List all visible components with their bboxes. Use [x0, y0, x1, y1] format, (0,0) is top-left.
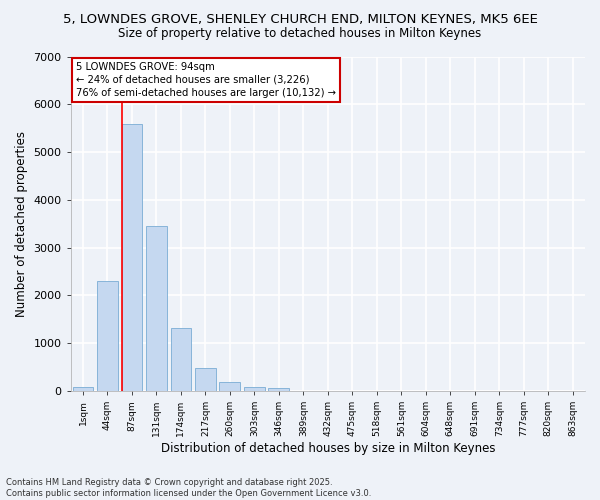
- Bar: [170, 328, 191, 391]
- Bar: [122, 124, 142, 391]
- X-axis label: Distribution of detached houses by size in Milton Keynes: Distribution of detached houses by size …: [161, 442, 495, 455]
- Bar: [220, 382, 241, 391]
- Bar: [195, 368, 216, 391]
- Text: Size of property relative to detached houses in Milton Keynes: Size of property relative to detached ho…: [118, 28, 482, 40]
- Bar: [146, 226, 167, 391]
- Text: 5, LOWNDES GROVE, SHENLEY CHURCH END, MILTON KEYNES, MK5 6EE: 5, LOWNDES GROVE, SHENLEY CHURCH END, MI…: [62, 12, 538, 26]
- Bar: [97, 281, 118, 391]
- Text: Contains HM Land Registry data © Crown copyright and database right 2025.
Contai: Contains HM Land Registry data © Crown c…: [6, 478, 371, 498]
- Text: 5 LOWNDES GROVE: 94sqm
← 24% of detached houses are smaller (3,226)
76% of semi-: 5 LOWNDES GROVE: 94sqm ← 24% of detached…: [76, 62, 336, 98]
- Bar: [268, 388, 289, 391]
- Bar: [73, 388, 94, 391]
- Y-axis label: Number of detached properties: Number of detached properties: [15, 131, 28, 317]
- Bar: [244, 386, 265, 391]
